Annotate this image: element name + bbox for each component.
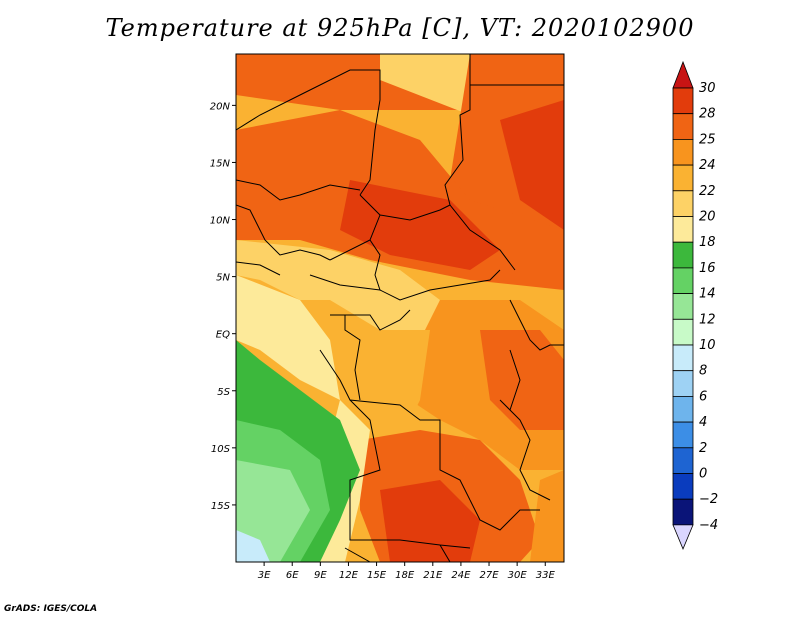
- lat-tick-label: 5N: [216, 273, 230, 284]
- colorbar-label: 24: [699, 158, 716, 173]
- colorbar-swatch: [672, 87, 694, 115]
- chart-title: Temperature at 925hPa [C], VT: 202010290…: [105, 14, 695, 42]
- colorbar-swatch: [672, 344, 694, 372]
- lon-tick-label: 12E: [339, 570, 359, 581]
- colorbar-label: 22: [699, 184, 716, 199]
- lon-tick-label: 24E: [451, 570, 471, 581]
- lon-tick-label: 33E: [536, 570, 556, 581]
- colorbar-swatch: [672, 318, 694, 346]
- colorbar-label: 16: [699, 261, 716, 276]
- lat-tick-label: EQ: [216, 330, 230, 341]
- colorbar-label: 18: [699, 235, 716, 250]
- colorbar-bottom-arrow: [672, 524, 694, 550]
- colorbar-label: 20: [699, 210, 716, 225]
- latitude-axis: 20N 15N 10N 5N EQ 5S 10S 15S: [210, 101, 236, 512]
- colorbar-label: −2: [699, 492, 718, 507]
- lon-tick-label: 30E: [508, 570, 528, 581]
- colorbar-swatch: [672, 370, 694, 397]
- colorbar-swatch: [672, 293, 694, 320]
- colorbar-label: 10: [699, 338, 716, 353]
- colorbar-label: −4: [699, 518, 718, 533]
- map-frame: [235, 53, 565, 563]
- colorbar-label: 2: [699, 441, 707, 456]
- lat-tick-label: 15N: [210, 158, 231, 169]
- lon-tick-label: 9E: [314, 570, 327, 581]
- lon-tick-label: 21E: [423, 570, 443, 581]
- lon-tick-label: 18E: [395, 570, 415, 581]
- colorbar-label: 30: [699, 81, 716, 96]
- colorbar-label: 28: [699, 107, 716, 122]
- temperature-field: [236, 54, 564, 562]
- colorbar-swatch: [672, 113, 694, 140]
- colorbar-label: 12: [699, 312, 716, 327]
- longitude-axis: 3E 6E 9E 12E 15E 18E 21E 24E 27E 30E 33E: [258, 562, 556, 581]
- lat-tick-label: 20N: [210, 101, 231, 112]
- colorbar-swatch: [672, 395, 694, 423]
- colorbar-swatch: [672, 241, 694, 269]
- colorbar-swatch: [672, 421, 694, 449]
- colorbar-label: 8: [699, 364, 707, 379]
- lon-tick-label: 6E: [286, 570, 299, 581]
- colorbar-swatch: [672, 138, 694, 166]
- country-borders: [236, 54, 564, 562]
- colorbar-swatch: [672, 473, 694, 500]
- lon-tick-label: 3E: [258, 570, 271, 581]
- lat-tick-label: 10N: [210, 216, 231, 227]
- lon-tick-label: 15E: [367, 570, 387, 581]
- colorbar-label: 25: [699, 132, 716, 147]
- lat-tick-label: 5S: [217, 387, 230, 398]
- lat-tick-label: 15S: [211, 501, 231, 512]
- lat-tick-label: 10S: [211, 444, 231, 455]
- colorbar-swatch: [672, 190, 694, 217]
- colorbar-label: 0: [699, 467, 707, 482]
- lon-tick-label: 27E: [480, 570, 500, 581]
- colorbar-top-arrow: [672, 60, 694, 89]
- grads-credit: GrADS: IGES/COLA: [4, 604, 98, 614]
- colorbar-label: 6: [699, 389, 707, 404]
- colorbar-label: 4: [699, 415, 707, 430]
- colorbar-label: 14: [699, 287, 716, 302]
- colorbar-swatch: [672, 164, 694, 192]
- colorbar-swatch: [672, 267, 694, 294]
- colorbar-swatch: [672, 447, 694, 474]
- colorbar-swatch: [672, 498, 694, 526]
- colorbar-swatch: [672, 216, 694, 243]
